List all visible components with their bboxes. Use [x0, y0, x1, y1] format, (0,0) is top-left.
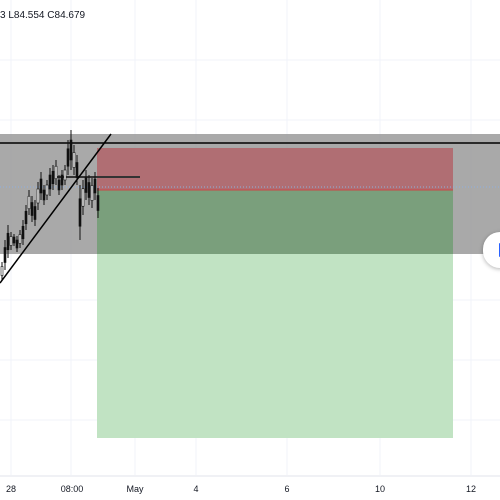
stop-loss-zone[interactable] [97, 148, 453, 190]
candle-body [51, 170, 55, 185]
candle-body [30, 202, 34, 216]
candle-body [24, 210, 28, 225]
time-label-6: 6 [284, 484, 289, 494]
candle-body [42, 189, 46, 201]
candle-body [9, 236, 13, 246]
candle-body [3, 247, 7, 263]
candle-body [63, 169, 67, 181]
candle-body [78, 198, 82, 227]
profit-zone-dark[interactable] [97, 190, 453, 254]
candle-body [81, 188, 85, 207]
candle-body [57, 179, 61, 191]
candle-body [66, 148, 70, 167]
candle-body [45, 184, 49, 196]
profit-zone-light[interactable] [97, 254, 453, 438]
candle-body [75, 162, 79, 178]
candle-body [39, 178, 43, 194]
candle-body [12, 236, 16, 244]
time-label-12: 12 [466, 484, 476, 494]
candle-body [60, 174, 64, 186]
time-label-0800: 08:00 [61, 484, 84, 494]
ohlc-prefix: 3 [0, 10, 6, 21]
candle-body [69, 139, 73, 161]
ohlc-legend: 3 L84.554 C84.679 [0, 10, 85, 21]
time-label-10: 10 [375, 484, 385, 494]
candle-body [0, 266, 4, 276]
candle-body [48, 174, 52, 190]
candle-body [87, 182, 91, 198]
candle-body [27, 195, 31, 210]
candle-body [84, 177, 88, 193]
time-label-may: May [126, 484, 144, 494]
candle-body [72, 152, 76, 168]
time-axis[interactable]: 28 08:00 May 4 6 10 12 [6, 484, 476, 494]
candle-body [96, 195, 100, 211]
candle-body [90, 185, 94, 201]
ohlc-low: L84.554 [8, 10, 45, 21]
candle-body [93, 178, 97, 194]
candle-body [18, 234, 22, 244]
candle-body [33, 206, 37, 220]
candlestick-series [0, 130, 100, 280]
time-label-28: 28 [6, 484, 16, 494]
candle-body [21, 225, 25, 240]
ohlc-close: C84.679 [47, 10, 86, 21]
time-label-4: 4 [193, 484, 198, 494]
candle-body [6, 232, 10, 251]
candle-body [15, 239, 19, 249]
candle-body [36, 188, 40, 204]
candle-body [54, 165, 58, 180]
trend-line[interactable] [0, 133, 112, 284]
